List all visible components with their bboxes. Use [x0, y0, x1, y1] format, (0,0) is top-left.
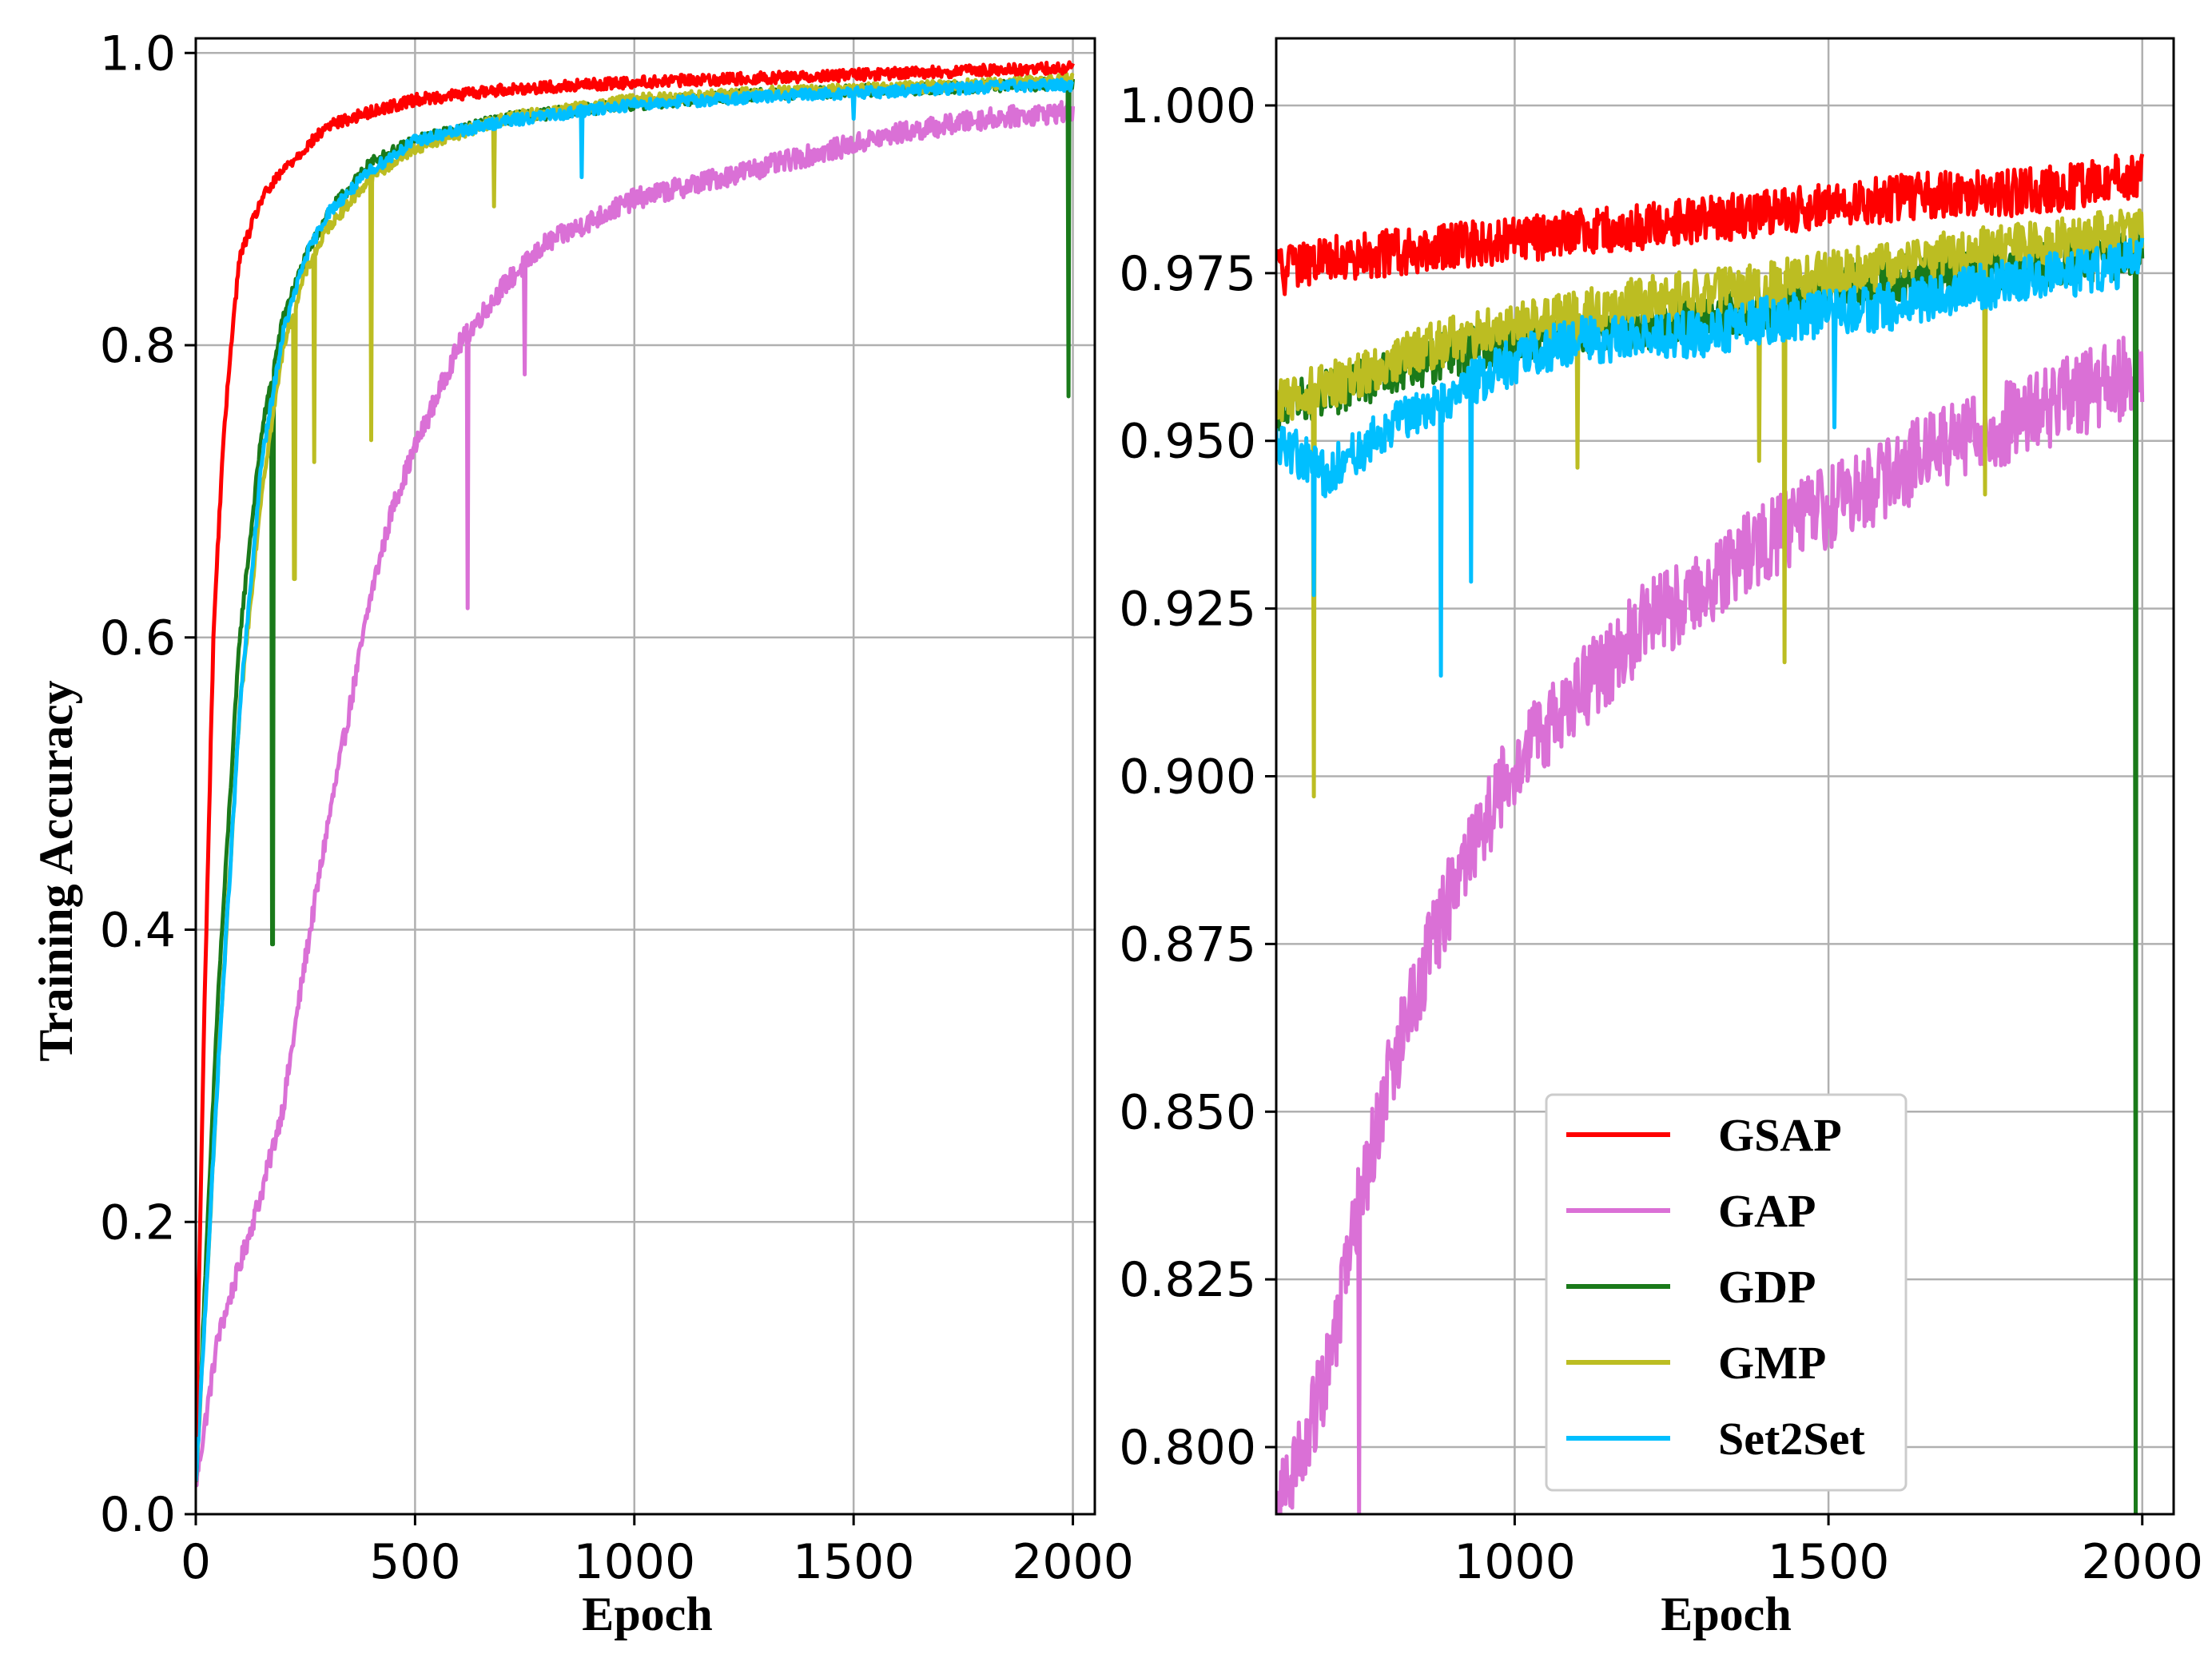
left-y-tick-label: 0.2	[100, 1195, 176, 1250]
legend-label-gdp: GDP	[1718, 1261, 1816, 1313]
left-y-tick-label: 0.0	[100, 1487, 176, 1543]
left-ticks: 0 500 1000 1500 2000 0.0 0.2 0.4 0.6 0.8 1.0	[100, 26, 1134, 1590]
left-x-axis-label: Epoch	[582, 1588, 712, 1640]
right-y-tick-label: 0.925	[1119, 582, 1256, 638]
legend-label-gsap: GSAP	[1718, 1109, 1842, 1161]
left-series-gap	[196, 99, 1076, 1488]
right-series-gmp	[1276, 208, 2145, 799]
right-y-tick-label: 0.825	[1119, 1252, 1256, 1308]
right-y-tick-label: 1.000	[1119, 78, 1256, 134]
left-grid	[194, 38, 1095, 1516]
legend-label-set2set: Set2Set	[1718, 1413, 1865, 1465]
left-x-tick-label: 1500	[793, 1534, 915, 1590]
left-y-axis-label: Training Accuracy	[30, 680, 82, 1061]
right-x-tick-label: 1500	[1768, 1534, 1890, 1590]
right-series-gap	[1276, 336, 2145, 1514]
right-x-tick-label: 2000	[2081, 1534, 2203, 1590]
right-series-gsap	[1276, 153, 2145, 296]
right-y-tick-label: 0.900	[1119, 749, 1256, 805]
left-series-gsap	[196, 60, 1075, 1437]
left-y-tick-label: 0.6	[100, 610, 176, 666]
left-series-set2set	[196, 78, 1075, 1481]
left-y-tick-label: 0.4	[100, 903, 176, 959]
left-x-tick-label: 2000	[1012, 1534, 1134, 1590]
left-y-tick-label: 0.8	[100, 318, 176, 374]
legend-label-gmp: GMP	[1718, 1337, 1826, 1389]
right-y-tick-label: 0.850	[1119, 1084, 1256, 1140]
left-series-layer	[196, 60, 1076, 1488]
right-x-tick-label: 1000	[1454, 1534, 1576, 1590]
legend-box	[1545, 1093, 1908, 1492]
left-x-tick-label: 1000	[573, 1534, 695, 1590]
left-x-tick-label: 500	[369, 1534, 461, 1590]
right-x-axis-label: Epoch	[1661, 1588, 1791, 1640]
right-panel: 1000 1500 2000 0.800 0.825 0.850 0.875 0.900 0.9…	[1119, 37, 2203, 1640]
left-panel: 0 500 1000 1500 2000 0.0 0.2 0.4 0.6 0.8 1.0 Epoch…	[30, 26, 1134, 1640]
left-axes-frame	[194, 37, 1096, 1516]
right-series-set2set	[1276, 237, 2145, 678]
legend-label-gap: GAP	[1718, 1185, 1816, 1237]
right-y-tick-label: 0.950	[1119, 414, 1256, 470]
legend: GSAP GAP GDP GMP Set2Set	[1545, 1093, 1908, 1492]
right-series-layer	[1276, 153, 2145, 1514]
right-y-tick-label: 0.875	[1119, 916, 1256, 972]
right-y-tick-label: 0.975	[1119, 246, 1256, 302]
right-ticks: 1000 1500 2000 0.800 0.825 0.850 0.875 0.900 0.9…	[1119, 78, 2203, 1590]
right-y-tick-label: 0.800	[1119, 1420, 1256, 1476]
left-x-tick-label: 0	[181, 1534, 211, 1590]
left-y-tick-label: 1.0	[100, 26, 176, 82]
